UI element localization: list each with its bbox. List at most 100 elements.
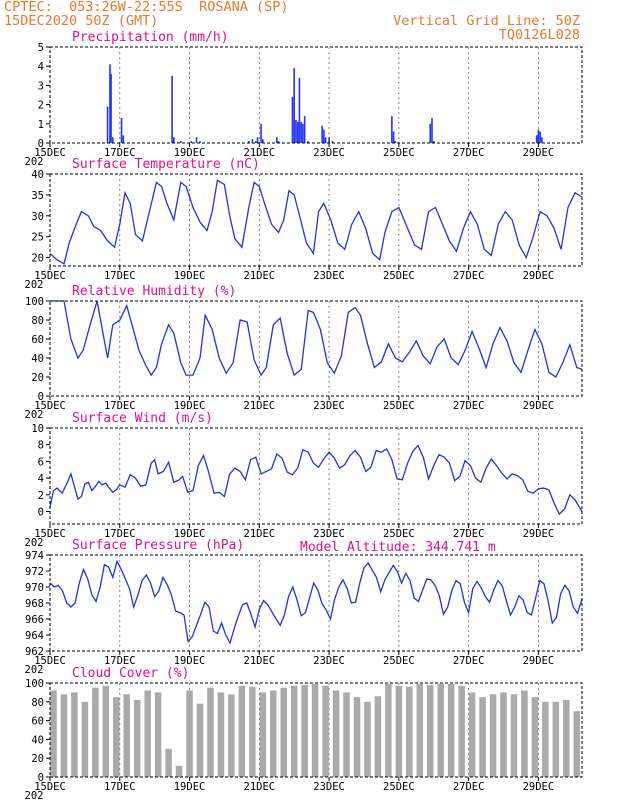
x-tick-label: 17DEC xyxy=(104,655,136,667)
temperature-line xyxy=(49,179,583,265)
x-tick-label: 15DEC xyxy=(34,528,66,540)
y-tick-label: 40 xyxy=(31,169,44,181)
panel-frame xyxy=(49,46,583,144)
cloud-bar xyxy=(60,694,68,777)
cloud-bar xyxy=(144,690,151,777)
x-year-label: 202 xyxy=(25,790,44,800)
panel-pressure: 962 964 966 968 970 972 974 15DEC 17DEC 19DEC 21DE… xyxy=(25,538,583,676)
x-tick-label: 29DEC xyxy=(523,528,555,540)
x-tick-label: 23DEC xyxy=(313,400,345,412)
precip-bar xyxy=(295,119,297,143)
x-tick-label: 17DEC xyxy=(104,400,136,412)
x-tick-label: 19DEC xyxy=(174,528,206,540)
precip-bar xyxy=(302,123,304,143)
cloud-bar xyxy=(573,711,581,777)
y-tick-label: 6 xyxy=(38,456,44,468)
cloud-bar xyxy=(249,686,256,777)
y-tick-label: 40 xyxy=(31,734,44,746)
precip-bar xyxy=(431,118,433,143)
precip-bar xyxy=(248,141,250,143)
cloud-bar xyxy=(552,701,560,777)
cloud-bar xyxy=(468,692,476,777)
panel-frame xyxy=(49,682,583,778)
x-tick-label: 23DEC xyxy=(313,270,345,282)
y-tick-label: 25 xyxy=(31,232,44,244)
cloud-bar xyxy=(207,687,214,777)
y-tick-label: 4 xyxy=(38,473,44,485)
cloud-bar xyxy=(311,683,319,777)
x-year-label: 202 xyxy=(25,279,44,291)
y-tick-label: 100 xyxy=(25,296,44,308)
precip-bar xyxy=(195,137,198,143)
precip-bar xyxy=(110,73,112,143)
precip-bar xyxy=(190,141,193,143)
x-tick-label: 27DEC xyxy=(453,781,485,793)
cloud-bar xyxy=(175,765,183,777)
y-tick-label: 2 xyxy=(38,490,44,502)
cloud-bar xyxy=(270,690,277,777)
x-tick-label: 27DEC xyxy=(453,147,485,159)
panel-title: Relative Humidity (%) xyxy=(72,284,236,299)
precip-bar xyxy=(307,141,309,143)
x-tick-label: 25DEC xyxy=(383,400,415,412)
y-tick-label: 964 xyxy=(25,630,44,642)
cloud-bar xyxy=(186,690,193,777)
y-tick-label: 80 xyxy=(31,315,44,327)
precip-bar xyxy=(323,129,325,143)
cloud-bar xyxy=(531,697,539,777)
x-tick-label: 25DEC xyxy=(383,147,415,159)
x-year-label: 202 xyxy=(25,156,44,168)
x-tick-label: 25DEC xyxy=(383,270,415,282)
x-year-label: 202 xyxy=(25,409,44,421)
x-tick-label: 17DEC xyxy=(104,781,136,793)
cloud-bar xyxy=(521,690,528,777)
x-tick-label: 29DEC xyxy=(523,655,555,667)
y-tick-label: 0 xyxy=(38,138,44,150)
y-tick-label: 0 xyxy=(38,506,44,518)
grid-line-header: Vertical Grid Line: 50Z xyxy=(393,13,580,29)
wind-line xyxy=(49,444,583,516)
cloud-bar xyxy=(196,703,204,777)
cloud-bar xyxy=(228,694,235,777)
x-tick-label: 17DEC xyxy=(104,528,136,540)
cloud-bar xyxy=(322,685,329,777)
y-tick-label: 30 xyxy=(31,211,44,223)
precip-bar xyxy=(392,131,395,143)
cloud-bar xyxy=(92,687,99,777)
cloud-bar xyxy=(364,701,371,777)
y-tick-label: 20 xyxy=(31,753,44,765)
y-tick-label: 35 xyxy=(31,190,44,202)
precip-bar xyxy=(300,121,302,143)
x-tick-label: 21DEC xyxy=(244,528,276,540)
precip-bar xyxy=(293,68,295,143)
precip-bar xyxy=(324,137,327,143)
precip-bar xyxy=(120,118,123,143)
y-tick-label: 974 xyxy=(25,550,44,562)
precip-bar xyxy=(303,116,306,143)
precip-bar xyxy=(432,141,435,143)
panel-title: Surface Pressure (hPa) xyxy=(72,538,244,553)
cloud-bar xyxy=(437,683,444,777)
x-tick-label: 29DEC xyxy=(523,147,555,159)
x-tick-label: 27DEC xyxy=(453,655,485,667)
precip-bar xyxy=(539,131,541,143)
y-tick-label: 962 xyxy=(25,646,44,658)
x-tick-label: 15DEC xyxy=(34,270,66,282)
cloud-bar xyxy=(123,694,130,777)
x-tick-label: 23DEC xyxy=(313,528,345,540)
cloud-bar xyxy=(113,697,120,777)
precip-bar xyxy=(256,137,259,143)
x-tick-label: 23DEC xyxy=(313,147,345,159)
precip-bar xyxy=(255,141,257,143)
precip-bar xyxy=(171,75,173,143)
cloud-bar xyxy=(165,748,172,777)
cloud-bar xyxy=(500,692,507,777)
panel-frame xyxy=(49,427,583,525)
y-tick-label: 40 xyxy=(31,353,44,365)
x-tick-label: 27DEC xyxy=(453,270,485,282)
panel-title: Precipitation (mm/h) xyxy=(72,30,229,45)
x-tick-label: 15DEC xyxy=(34,147,66,159)
cloud-bar xyxy=(50,690,57,777)
cloud-bar xyxy=(458,685,465,777)
y-tick-label: 3 xyxy=(38,80,44,92)
